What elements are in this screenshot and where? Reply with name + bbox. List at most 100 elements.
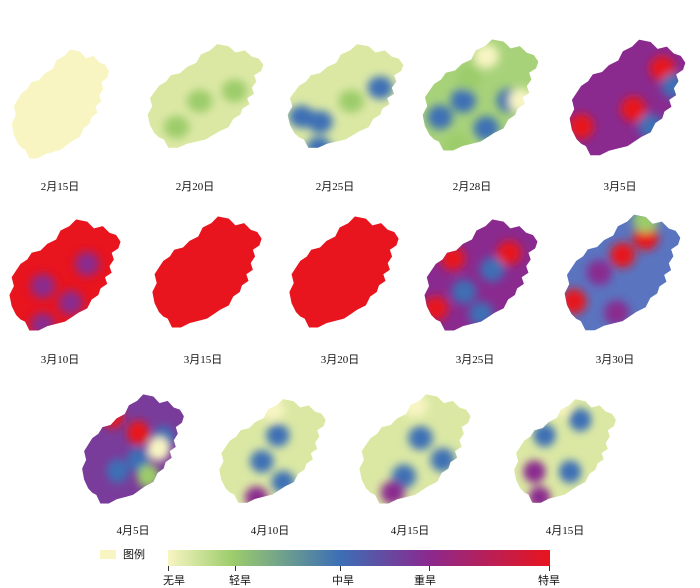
drought-map-panel	[289, 216, 399, 328]
map-date-label: 3月25日	[455, 354, 495, 366]
drought-spot-moderate	[266, 424, 290, 447]
map-region-fill	[82, 394, 184, 504]
drought-spot-moderate	[451, 279, 477, 304]
drought-spot-moderate	[473, 116, 500, 141]
drought-spot-moderate	[367, 76, 393, 100]
drought-spot-moderate	[307, 110, 333, 134]
drought-spot-moderate	[450, 88, 476, 113]
drought-spot-severe	[58, 290, 83, 315]
map-region-fill	[9, 219, 121, 331]
drought-spot-moderate	[250, 449, 274, 473]
drought-spot-moderate	[408, 426, 433, 451]
drought-spot-moderate	[479, 257, 505, 282]
drought-map-panel	[9, 219, 121, 331]
legend-swatch	[100, 550, 116, 559]
map-region-fill	[152, 216, 262, 328]
map-date-label: 2月20日	[175, 181, 215, 193]
drought-spot-severe	[30, 312, 55, 331]
tick-label-moderate: 中旱	[332, 574, 354, 587]
drought-spot-severe	[380, 480, 405, 504]
tick-mark	[549, 566, 550, 571]
drought-map-panel	[152, 216, 262, 328]
drought-spot-extreme	[564, 288, 587, 315]
drought-spot-moderate	[558, 460, 582, 484]
drought-spot-severe	[523, 460, 546, 484]
drought-spot-severe	[244, 486, 269, 503]
tick-mark	[340, 566, 341, 571]
map-date-label: 3月20日	[320, 354, 360, 366]
drought-spot-light	[456, 66, 482, 91]
map-date-label: 2月25日	[315, 181, 355, 193]
drought-spot-severe	[603, 300, 630, 326]
drought-spot-moderate	[637, 113, 664, 140]
drought-spot-light	[186, 89, 213, 113]
drought-spot-moderate	[271, 470, 295, 494]
drought-spot-light	[338, 89, 365, 113]
drought-spot-moderate	[427, 105, 453, 130]
tick-label-extreme: 特旱	[538, 574, 560, 587]
drought-map-grid: 2月15日 2月20日 2月25日 2月28日 3月5日 3月10日 3月15日 3月20日 3…	[9, 39, 686, 537]
map-date-label: 3月15日	[183, 354, 223, 366]
drought-map-panel	[422, 39, 539, 151]
drought-spot-light	[444, 132, 471, 151]
drought-spot-severe	[586, 259, 613, 286]
map-date-label: 3月10日	[40, 354, 80, 366]
tick-mark	[429, 566, 430, 571]
tick-label-none: 无旱	[163, 574, 185, 587]
map-region-fill	[289, 216, 399, 328]
drought-spot-moderate	[533, 424, 556, 447]
drought-spot-none	[260, 399, 285, 421]
drought-map-panel	[424, 219, 538, 331]
map-date-label: 2月28日	[452, 181, 492, 193]
drought-spot-none	[402, 394, 428, 418]
drought-spot-extreme	[424, 296, 449, 321]
drought-spot-none	[473, 43, 500, 69]
drought-map-panel	[569, 39, 686, 156]
tick-mark	[168, 566, 169, 571]
map-date-label: 3月30日	[595, 354, 635, 366]
map-date-label: 3月5日	[603, 181, 637, 193]
drought-spot-moderate	[430, 447, 455, 472]
map-date-label: 2月15日	[40, 181, 80, 193]
drought-spot-moderate	[569, 408, 592, 432]
drought-map-panel	[287, 44, 404, 148]
drought-spot-extreme	[126, 420, 150, 445]
drought-spot-severe	[30, 273, 55, 299]
drought-spot-moderate	[306, 136, 332, 148]
drought-spot-light	[221, 79, 248, 103]
drought-spot-severe	[528, 486, 551, 503]
drought-map-panel	[219, 399, 326, 503]
drought-spot-extreme	[496, 240, 522, 265]
drought-map-panel	[359, 394, 471, 504]
drought-map-panel	[514, 399, 616, 503]
legend: 图例 无旱 轻旱 中旱 重旱 特旱	[0, 540, 700, 587]
drought-spot-severe	[75, 251, 100, 277]
drought-map-panel	[564, 214, 681, 331]
drought-spot-none	[147, 436, 170, 462]
drought-spot-light	[632, 214, 659, 234]
drought-spot-extreme	[569, 113, 594, 140]
drought-spot-moderate	[661, 73, 686, 99]
drought-spot-moderate	[106, 458, 129, 483]
drought-spot-moderate	[468, 301, 494, 327]
drought-map-panel	[147, 44, 264, 148]
drought-spot-extreme	[440, 246, 466, 271]
drought-spot-extreme	[620, 96, 647, 122]
tick-mark	[235, 566, 236, 571]
map-date-label: 4月15日	[545, 525, 585, 537]
drought-spot-extreme	[101, 404, 124, 429]
map-date-label: 4月10日	[250, 525, 290, 537]
map-date-label: 4月15日	[390, 525, 430, 537]
tick-label-light: 轻旱	[229, 574, 251, 587]
drought-spot-light	[137, 464, 160, 489]
drought-map-panel	[11, 49, 110, 159]
tick-label-severe: 重旱	[414, 574, 436, 587]
drought-spot-extreme	[609, 242, 636, 268]
drought-spot-light	[163, 115, 190, 139]
map-date-label: 4月5日	[116, 525, 150, 537]
legend-color-bar	[168, 550, 550, 566]
legend-title: 图例	[123, 548, 145, 561]
drought-map-panel	[82, 394, 184, 504]
drought-spot-none	[508, 88, 534, 113]
map-region-fill	[11, 49, 110, 159]
